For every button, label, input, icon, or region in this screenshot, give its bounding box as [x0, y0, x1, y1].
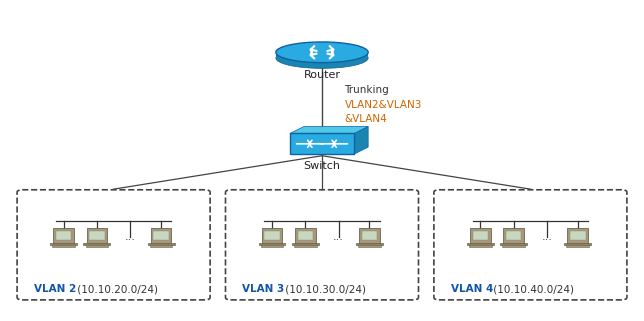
- FancyBboxPatch shape: [151, 228, 171, 243]
- FancyBboxPatch shape: [295, 228, 316, 243]
- FancyBboxPatch shape: [564, 243, 591, 245]
- Text: Trunking: Trunking: [345, 85, 389, 95]
- FancyBboxPatch shape: [276, 52, 368, 58]
- FancyBboxPatch shape: [567, 245, 589, 247]
- Polygon shape: [354, 126, 368, 154]
- FancyBboxPatch shape: [147, 243, 175, 245]
- Text: VLAN 4: VLAN 4: [451, 284, 493, 294]
- Text: (10.10.30.0/24): (10.10.30.0/24): [282, 284, 366, 294]
- FancyBboxPatch shape: [53, 228, 74, 243]
- Text: ...: ...: [542, 232, 553, 242]
- Text: VLAN2&VLAN3: VLAN2&VLAN3: [345, 100, 422, 110]
- FancyBboxPatch shape: [434, 190, 627, 300]
- FancyBboxPatch shape: [56, 231, 71, 240]
- Ellipse shape: [276, 42, 368, 63]
- FancyBboxPatch shape: [84, 243, 110, 245]
- Polygon shape: [290, 126, 368, 134]
- FancyBboxPatch shape: [258, 243, 285, 245]
- FancyBboxPatch shape: [292, 243, 319, 245]
- Text: Switch: Switch: [303, 160, 341, 170]
- Text: &VLAN4: &VLAN4: [345, 114, 387, 124]
- FancyBboxPatch shape: [86, 245, 108, 247]
- FancyBboxPatch shape: [362, 231, 377, 240]
- FancyBboxPatch shape: [261, 228, 282, 243]
- FancyBboxPatch shape: [149, 245, 173, 247]
- FancyBboxPatch shape: [570, 231, 585, 240]
- Text: ...: ...: [333, 232, 344, 242]
- FancyBboxPatch shape: [567, 228, 588, 243]
- FancyBboxPatch shape: [264, 231, 279, 240]
- FancyBboxPatch shape: [52, 245, 75, 247]
- FancyBboxPatch shape: [225, 190, 419, 300]
- FancyBboxPatch shape: [261, 245, 283, 247]
- FancyBboxPatch shape: [470, 228, 491, 243]
- FancyBboxPatch shape: [504, 228, 524, 243]
- FancyBboxPatch shape: [469, 245, 492, 247]
- FancyBboxPatch shape: [502, 245, 525, 247]
- FancyBboxPatch shape: [17, 190, 210, 300]
- FancyBboxPatch shape: [153, 231, 169, 240]
- FancyBboxPatch shape: [359, 228, 380, 243]
- Text: ...: ...: [125, 232, 136, 242]
- FancyBboxPatch shape: [473, 231, 488, 240]
- Ellipse shape: [276, 48, 368, 68]
- FancyBboxPatch shape: [298, 231, 313, 240]
- FancyBboxPatch shape: [506, 231, 522, 240]
- Text: (10.10.40.0/24): (10.10.40.0/24): [490, 284, 574, 294]
- FancyBboxPatch shape: [467, 243, 494, 245]
- FancyBboxPatch shape: [294, 245, 317, 247]
- FancyBboxPatch shape: [50, 243, 77, 245]
- FancyBboxPatch shape: [500, 243, 527, 245]
- FancyBboxPatch shape: [86, 228, 108, 243]
- Text: (10.10.20.0/24): (10.10.20.0/24): [73, 284, 158, 294]
- Text: Router: Router: [303, 70, 341, 80]
- FancyBboxPatch shape: [358, 245, 381, 247]
- Text: VLAN 3: VLAN 3: [242, 284, 285, 294]
- Text: VLAN 2: VLAN 2: [33, 284, 76, 294]
- FancyBboxPatch shape: [290, 134, 354, 154]
- FancyBboxPatch shape: [89, 231, 105, 240]
- FancyBboxPatch shape: [356, 243, 383, 245]
